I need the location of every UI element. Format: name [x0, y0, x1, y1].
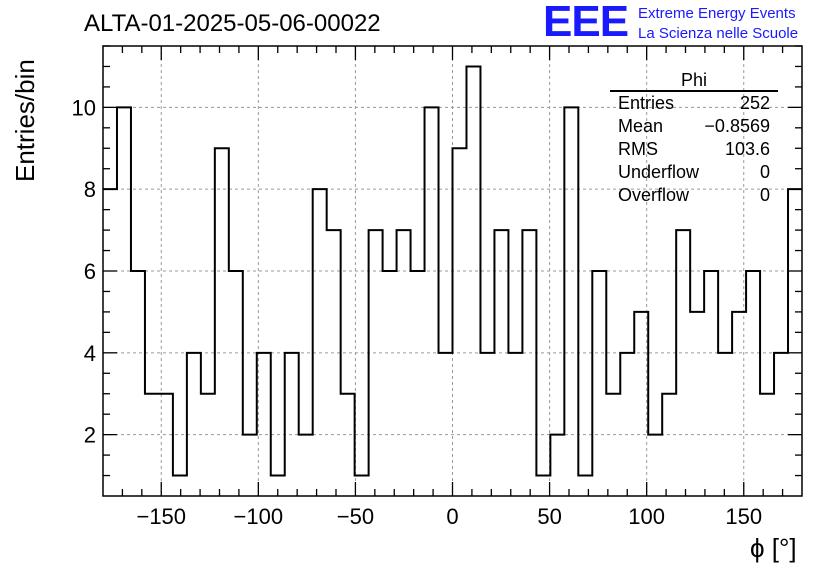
x-tick-label: 100: [628, 504, 665, 529]
histogram-bin: [718, 353, 732, 496]
histogram-bin: [229, 271, 243, 496]
histogram-bin: [760, 394, 774, 496]
histogram-bin: [494, 230, 508, 496]
y-tick-label: 6: [84, 259, 96, 284]
plot-frame: [102, 45, 803, 497]
histogram-bin: [536, 476, 550, 496]
histogram-bin: [453, 148, 467, 496]
stats-label: Mean: [618, 116, 664, 136]
x-tick-label: −100: [234, 504, 284, 529]
histogram-bin: [550, 435, 564, 496]
histogram-bin: [103, 189, 117, 496]
stats-value: 103.6: [724, 139, 770, 159]
stats-row-underflow: Underflow 0: [610, 161, 778, 184]
stats-label: Entries: [618, 93, 675, 113]
stats-row-rms: RMS 103.6: [610, 138, 778, 161]
stats-box: Phi Entries 252 Mean −0.8569 RMS 103.6 U…: [610, 70, 778, 207]
histogram-bin: [466, 66, 480, 496]
histogram-bin: [746, 271, 760, 496]
histogram-bin: [704, 271, 718, 496]
histogram-bin: [285, 353, 299, 496]
histogram-bin: [369, 230, 383, 496]
histogram-bin: [257, 353, 271, 496]
eee-logo: EEE: [543, 0, 629, 46]
histogram-bin: [620, 353, 634, 496]
histogram-outline: [103, 65, 802, 477]
axis-ticks: [103, 45, 802, 496]
stats-label: Overflow: [618, 185, 690, 205]
histogram-bin: [299, 435, 313, 496]
x-tick-label: 0: [446, 504, 458, 529]
tick-labels: −150 −100 −50 0 50 100 150 2 4 6 8 10: [72, 95, 763, 529]
histogram-bin: [243, 435, 257, 496]
stats-label: RMS: [618, 139, 658, 159]
histogram-bin: [606, 394, 620, 496]
histogram-bin: [131, 271, 145, 496]
x-tick-label: 150: [725, 504, 762, 529]
stats-value: −0.8569: [704, 116, 770, 136]
stats-row-overflow: Overflow 0: [610, 184, 778, 207]
histogram-bin: [425, 107, 439, 496]
y-tick-label: 2: [84, 423, 96, 448]
histogram-bin: [117, 107, 131, 496]
histogram-bin: [508, 353, 522, 496]
histogram-bin: [774, 353, 788, 496]
histogram-bin: [592, 271, 606, 496]
histogram-bin: [578, 476, 592, 496]
chart-title: ALTA-01-2025-05-06-00022: [84, 10, 381, 37]
histogram-bin: [145, 394, 159, 496]
histogram-bin: [341, 394, 355, 496]
histogram-bin: [313, 189, 327, 496]
logo-line-1: Extreme Energy Events: [638, 5, 796, 22]
logo-line-2: La Scienza nelle Scuole: [638, 25, 799, 42]
x-tick-label: −150: [136, 504, 186, 529]
histogram-bin: [648, 435, 662, 496]
histogram-bin: [564, 107, 578, 496]
stats-row-entries: Entries 252: [610, 92, 778, 115]
stats-label: Underflow: [618, 162, 700, 182]
histogram-bin: [676, 230, 690, 496]
histogram-bin: [215, 148, 229, 496]
y-tick-label: 4: [84, 341, 96, 366]
histogram-bin: [397, 230, 411, 496]
histogram-bin: [411, 271, 425, 496]
y-axis-label: Entries/bin: [10, 59, 40, 182]
histogram-bin: [173, 476, 187, 496]
x-tick-label: −50: [337, 504, 374, 529]
histogram-bin: [383, 271, 397, 496]
stats-title: Phi: [610, 70, 778, 92]
histogram-bin: [662, 394, 676, 496]
histogram-bin: [634, 312, 648, 496]
histogram-bin: [327, 230, 341, 496]
histogram-bin: [522, 230, 536, 496]
histogram-bin: [788, 189, 802, 496]
x-tick-label: 50: [537, 504, 561, 529]
histogram-bin: [187, 353, 201, 496]
stats-value: 0: [759, 185, 770, 205]
histogram-bars: [103, 65, 802, 496]
histogram-bin: [439, 353, 453, 496]
histogram-bin: [355, 476, 369, 496]
stats-value: 252: [739, 93, 770, 113]
stats-value: 0: [759, 162, 770, 182]
histogram-bin: [480, 353, 494, 496]
x-axis-label: ϕ [°]: [750, 533, 797, 563]
histogram-bin: [690, 312, 704, 496]
histogram-bin: [201, 394, 215, 496]
y-tick-label: 10: [72, 95, 96, 120]
y-tick-label: 8: [84, 177, 96, 202]
stats-row-mean: Mean −0.8569: [610, 115, 778, 138]
